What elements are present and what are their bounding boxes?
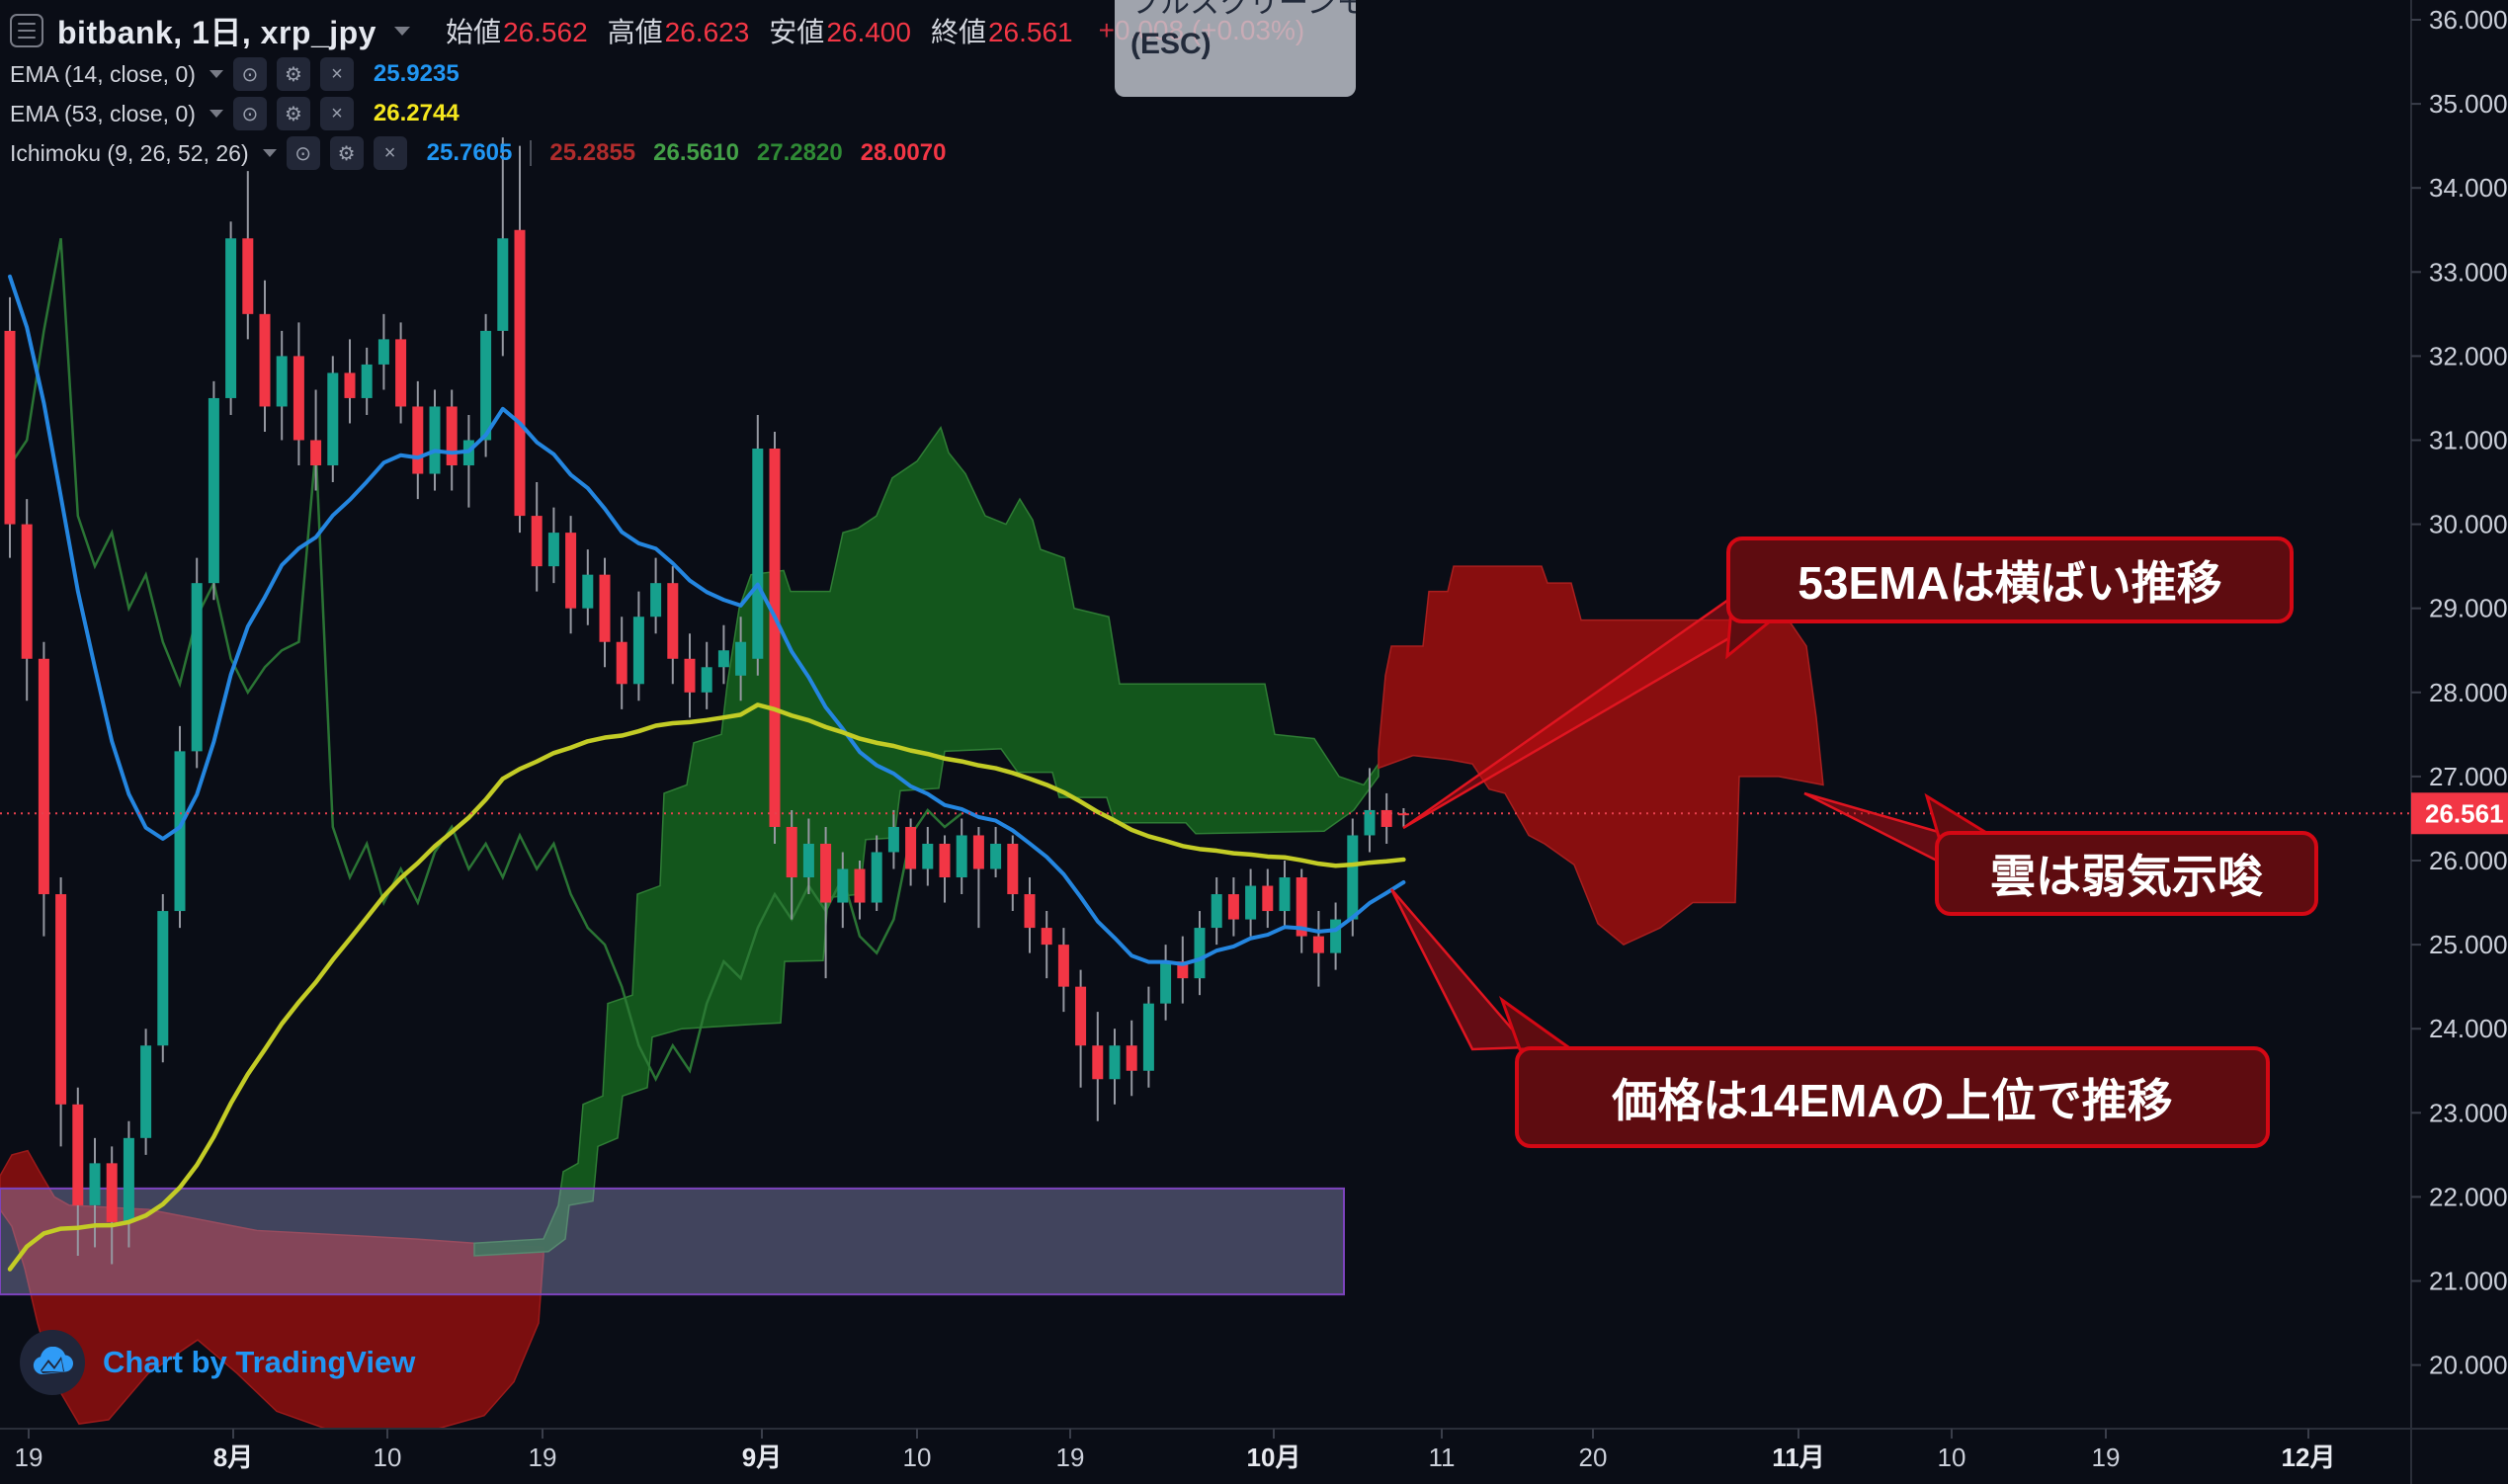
low-value: 26.400: [826, 17, 911, 47]
watchlist-menu-icon[interactable]: [10, 14, 43, 47]
price-tick-label: 21.000: [2429, 1267, 2508, 1296]
legend-ema14: EMA (14, close, 0) ⊙ ⚙ × 25.9235: [10, 55, 460, 93]
plot-area: [0, 137, 2411, 1429]
visibility-icon[interactable]: ⊙: [232, 57, 267, 91]
close-value: 26.561: [987, 17, 1073, 47]
chart-header: bitbank, 1日, xrp_jpy 始値26.562 高値26.623 安…: [10, 8, 1304, 53]
current-price-axis-label: [2411, 792, 2508, 835]
open-value: 26.562: [503, 17, 588, 47]
time-tick-label: 11月: [1772, 1443, 1825, 1472]
callout-53ema[interactable]: 53EMAは横ばい推移: [1726, 536, 2294, 623]
open-label: 始値: [445, 17, 501, 47]
candles-layer: [4, 137, 1409, 1265]
tradingview-attribution-text[interactable]: Chart by TradingView: [103, 1345, 416, 1379]
price-tick-label: 26.000: [2429, 846, 2508, 875]
chevron-down-icon[interactable]: [209, 110, 223, 118]
time-tick-label: 20: [1579, 1443, 1608, 1472]
price-tick-label: 24.000: [2429, 1014, 2508, 1043]
time-tick-label: 11: [1429, 1443, 1456, 1472]
time-tick-label: 19: [529, 1443, 557, 1472]
legend-ema53: EMA (53, close, 0) ⊙ ⚙ × 26.2744: [10, 95, 460, 132]
annotation-arrows: [1389, 595, 1993, 1051]
ema53-value: 26.2744: [373, 100, 460, 126]
price-tick-label: 22.000: [2429, 1182, 2508, 1211]
close-icon[interactable]: ×: [373, 136, 407, 170]
price-axis[interactable]: 36.000 35.000 34.000 33.000 32.000 31.000 30.0…: [2411, 5, 2508, 1380]
price-tick-label: 27.000: [2429, 762, 2508, 791]
tooltip-esc-key: (ESC): [1130, 28, 1212, 60]
visibility-icon[interactable]: ⊙: [286, 136, 320, 170]
price-tick-label: 28.000: [2429, 678, 2508, 707]
price-tick-label: 34.000: [2429, 173, 2508, 203]
price-tick-label: 29.000: [2429, 594, 2508, 623]
callout-cloud-bearish[interactable]: 雲は弱気示唆: [1935, 831, 2318, 916]
visibility-icon[interactable]: ⊙: [232, 97, 267, 130]
callout-price-above-14ema[interactable]: 価格は14EMAの上位で推移: [1515, 1046, 2270, 1148]
value-separator: [530, 140, 533, 166]
fullscreen-exit-tooltip: フルスクリーンモードを終了 (ESC): [1115, 0, 1356, 97]
close-icon[interactable]: ×: [319, 97, 354, 130]
symbol-title[interactable]: bitbank, 1日, xrp_jpy: [57, 15, 376, 50]
support-zone-rectangle[interactable]: [0, 1187, 1345, 1296]
close-icon[interactable]: ×: [319, 57, 354, 91]
chevron-down-icon[interactable]: [262, 149, 277, 157]
price-tick-label: 20.000: [2429, 1351, 2508, 1380]
ema53-line: [7, 702, 1406, 1272]
legend-ichimoku: Ichimoku (9, 26, 52, 26) ⊙ ⚙ × 25.7605 2…: [10, 134, 946, 172]
time-tick-label: 10月: [1247, 1443, 1301, 1472]
settings-icon[interactable]: ⚙: [276, 57, 310, 91]
ichimoku-leadb-value: 28.0070: [860, 139, 947, 166]
price-tick-label: 31.000: [2429, 426, 2508, 455]
ema14-value: 25.9235: [373, 60, 460, 87]
settings-icon[interactable]: ⚙: [276, 97, 310, 130]
price-tick-label: 23.000: [2429, 1098, 2508, 1127]
ema14-line: [8, 274, 1406, 966]
chikou-span-line: [8, 238, 962, 1083]
ichimoku-label[interactable]: Ichimoku (9, 26, 52, 26): [10, 139, 249, 166]
time-tick-label: 19: [15, 1443, 43, 1472]
tradingview-logo-icon[interactable]: [20, 1330, 85, 1395]
ichimoku-lagging-value: 26.5610: [653, 139, 739, 166]
high-value: 26.623: [664, 17, 750, 47]
low-label: 安値: [769, 17, 825, 47]
price-tick-label: 35.000: [2429, 89, 2508, 119]
price-tick-label: 32.000: [2429, 341, 2508, 371]
high-label: 高値: [607, 17, 663, 47]
time-tick-label: 10: [374, 1443, 402, 1472]
tradingview-attribution[interactable]: Chart by TradingView: [20, 1330, 415, 1395]
time-tick-label: 12月: [2282, 1443, 2336, 1472]
time-tick-label: 8月: [213, 1443, 253, 1472]
price-tick-label: 30.000: [2429, 510, 2508, 539]
chevron-down-icon[interactable]: [393, 26, 410, 36]
time-tick-label: 10: [903, 1443, 932, 1472]
time-tick-label: 10: [1938, 1443, 1966, 1472]
ema53-label[interactable]: EMA (53, close, 0): [10, 100, 196, 126]
tooltip-text: フルスクリーンモードを終了: [1130, 0, 1356, 20]
ema14-label[interactable]: EMA (14, close, 0): [10, 60, 196, 87]
ichimoku-conversion-value: 25.7605: [426, 139, 513, 166]
chevron-down-icon[interactable]: [209, 70, 223, 78]
price-tick-label: 25.000: [2429, 930, 2508, 959]
time-axis[interactable]: 19 8月 10 19 9月 10 19 10月 11 20 11月 10 19 12月: [15, 1429, 2336, 1472]
close-label: 終値: [930, 17, 986, 47]
time-tick-label: 9月: [742, 1443, 782, 1472]
ichimoku-base-value: 25.2855: [549, 139, 636, 166]
svg-text:26.561: 26.561: [2425, 798, 2504, 828]
price-tick-label: 36.000: [2429, 5, 2508, 35]
ichimoku-leada-value: 27.2820: [756, 139, 843, 166]
settings-icon[interactable]: ⚙: [329, 136, 364, 170]
time-tick-label: 19: [2092, 1443, 2121, 1472]
price-tick-label: 33.000: [2429, 257, 2508, 287]
time-tick-label: 19: [1056, 1443, 1085, 1472]
